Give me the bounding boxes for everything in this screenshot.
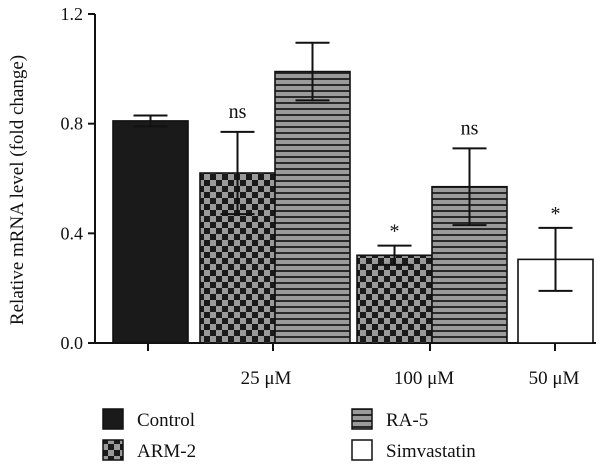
y-tick-label: 0.8 <box>61 114 84 134</box>
legend: Control ARM-2 RA-5 Simvastatin <box>102 408 476 462</box>
legend-swatch-control <box>102 408 124 430</box>
legend-label: RA-5 <box>386 410 428 431</box>
bar-control <box>112 120 189 344</box>
significance-label: * <box>551 203 561 225</box>
legend-swatch-simvastatin <box>351 439 373 461</box>
legend-label: Simvastatin <box>386 441 476 462</box>
y-tick-label: 1.2 <box>61 4 84 24</box>
y-tick-label: 0.4 <box>61 223 84 243</box>
y-axis-label: Relative mRNA level (fold change) <box>7 55 28 325</box>
x-group-label: 50 μM <box>529 368 580 389</box>
x-group-label: 100 μM <box>394 368 454 389</box>
y-tick-label: 0.0 <box>61 333 84 353</box>
bars <box>112 41 594 344</box>
bar-arm-2 <box>356 254 433 344</box>
significance-label: * <box>390 221 400 243</box>
x-group-label: 25 μM <box>241 368 292 389</box>
legend-swatch-ra-5 <box>351 408 373 430</box>
bar-ra-5 <box>274 70 351 344</box>
significance-label: ns <box>229 101 247 123</box>
bar-arm-2 <box>199 172 276 344</box>
legend-swatch-arm-2 <box>102 439 124 461</box>
legend-label: Control <box>137 410 195 431</box>
y-axis-label-group: Relative mRNA level (fold change) <box>7 55 28 325</box>
annotations: ns * ns * <box>229 101 561 243</box>
significance-label: ns <box>461 117 479 139</box>
legend-label: ARM-2 <box>137 441 196 462</box>
